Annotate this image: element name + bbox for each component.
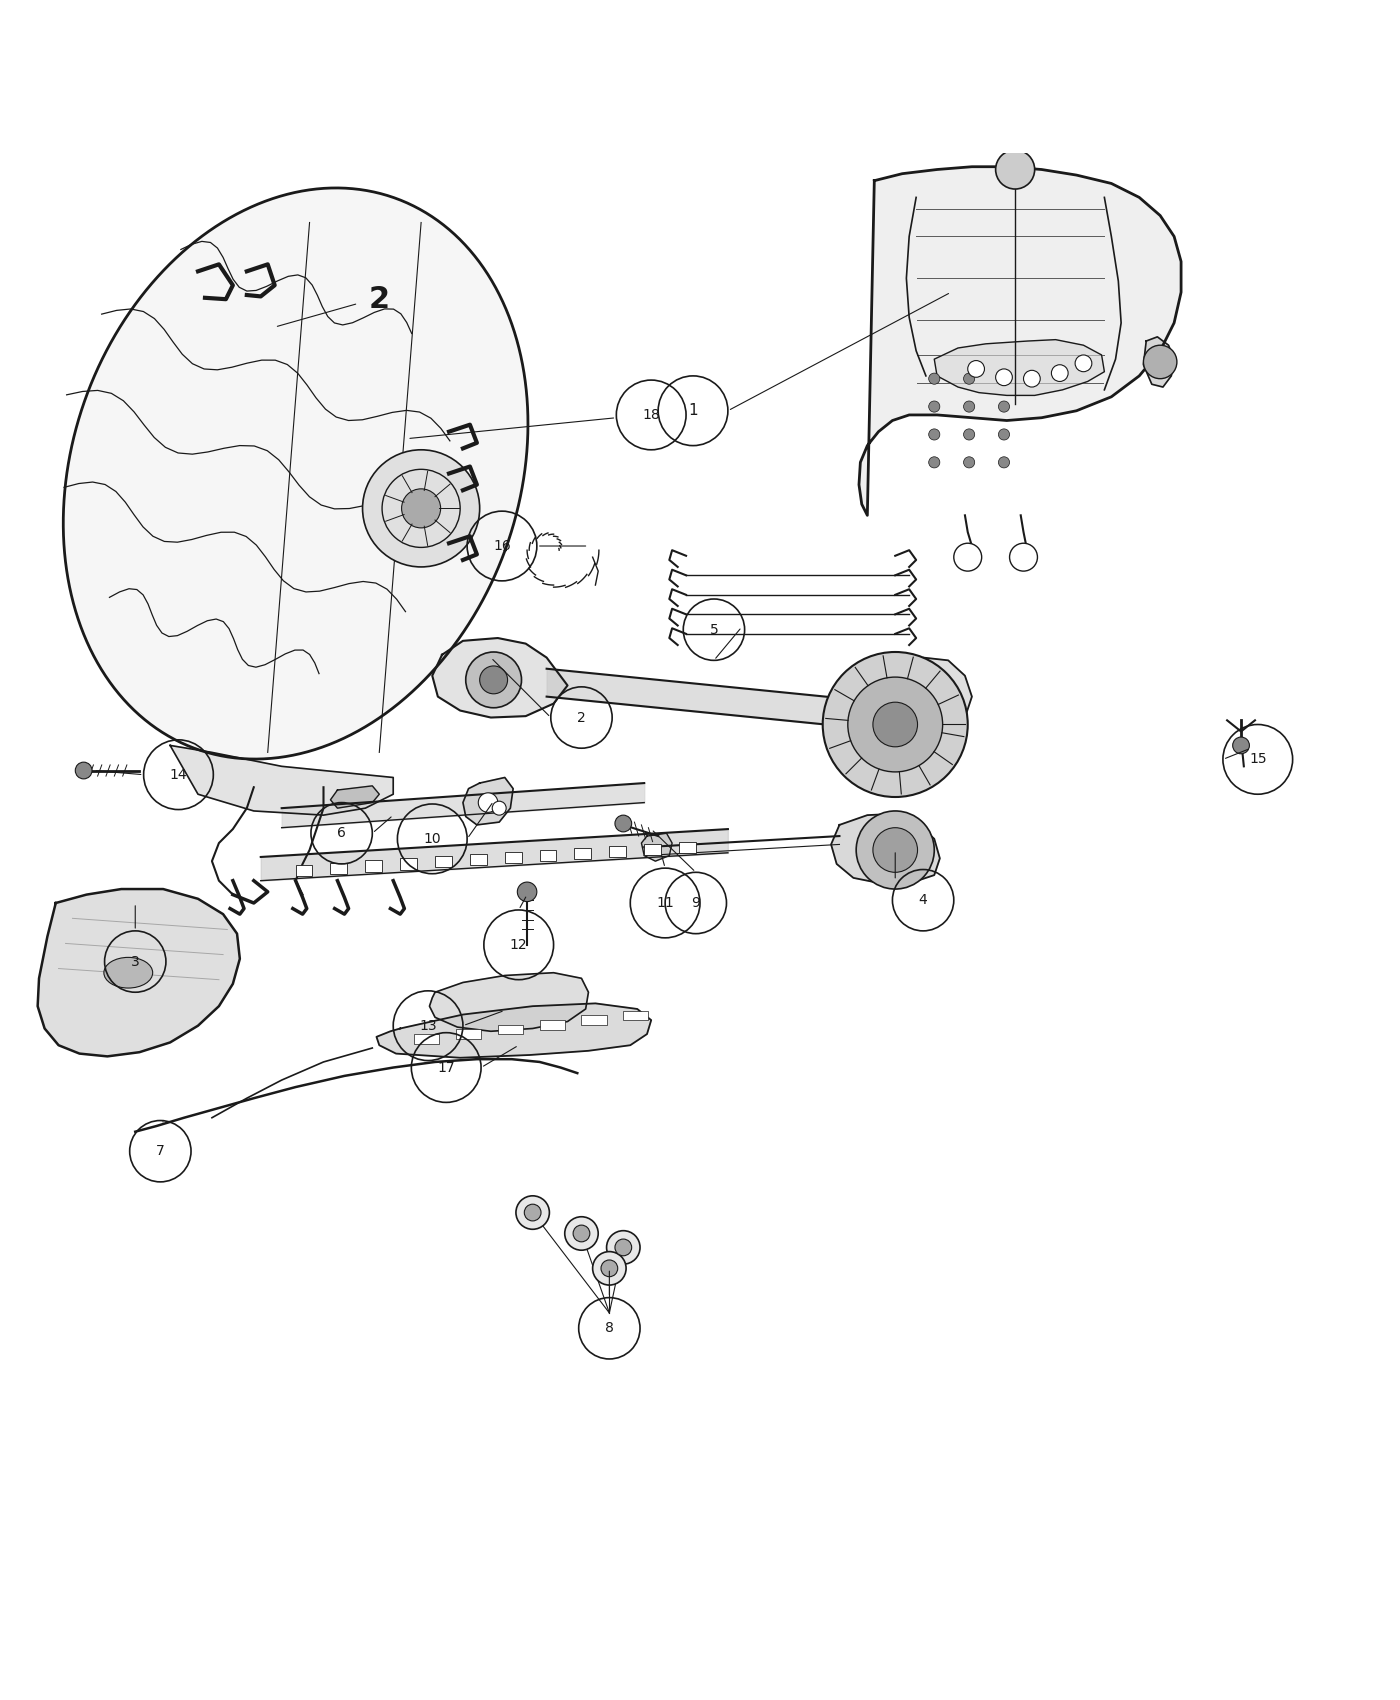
Bar	[498, 1025, 524, 1034]
Polygon shape	[463, 777, 514, 824]
Circle shape	[874, 828, 917, 872]
Bar	[295, 865, 312, 876]
Text: 5: 5	[710, 622, 718, 638]
Circle shape	[402, 490, 441, 529]
Polygon shape	[377, 1003, 651, 1057]
Circle shape	[857, 811, 934, 889]
Circle shape	[615, 814, 631, 831]
Text: 13: 13	[419, 1018, 437, 1032]
Text: 15: 15	[1249, 753, 1267, 767]
Polygon shape	[433, 638, 567, 717]
Bar	[365, 860, 382, 872]
Circle shape	[479, 792, 498, 813]
Bar	[623, 1012, 648, 1020]
Text: 7: 7	[155, 1144, 165, 1158]
Polygon shape	[1144, 337, 1175, 388]
Text: 8: 8	[605, 1321, 613, 1334]
Bar	[679, 842, 696, 853]
Circle shape	[928, 372, 939, 384]
Polygon shape	[875, 658, 972, 736]
Bar	[574, 848, 591, 858]
Circle shape	[363, 450, 480, 566]
Circle shape	[998, 401, 1009, 411]
Circle shape	[874, 702, 917, 746]
Circle shape	[1051, 366, 1068, 381]
Circle shape	[963, 372, 974, 384]
Circle shape	[601, 1260, 617, 1277]
Circle shape	[564, 1217, 598, 1250]
Circle shape	[928, 428, 939, 440]
Polygon shape	[63, 189, 528, 760]
Circle shape	[848, 677, 942, 772]
Text: 3: 3	[130, 955, 140, 969]
Circle shape	[517, 1195, 549, 1229]
Bar	[456, 1028, 482, 1039]
Bar	[400, 858, 417, 870]
Circle shape	[963, 457, 974, 468]
Circle shape	[573, 1226, 589, 1241]
Circle shape	[606, 1231, 640, 1265]
Circle shape	[995, 150, 1035, 189]
Text: 12: 12	[510, 938, 528, 952]
Circle shape	[518, 882, 536, 901]
Text: 16: 16	[493, 539, 511, 552]
Circle shape	[967, 360, 984, 377]
Polygon shape	[171, 745, 393, 814]
Polygon shape	[430, 972, 588, 1032]
Bar	[609, 847, 626, 857]
Ellipse shape	[104, 957, 153, 988]
Text: 14: 14	[169, 768, 188, 782]
Text: 10: 10	[423, 831, 441, 847]
Circle shape	[615, 1239, 631, 1256]
Circle shape	[466, 653, 522, 707]
Circle shape	[963, 401, 974, 411]
Polygon shape	[330, 785, 379, 808]
Text: 17: 17	[437, 1061, 455, 1074]
Circle shape	[823, 653, 967, 797]
Circle shape	[1009, 544, 1037, 571]
Circle shape	[1075, 355, 1092, 372]
Circle shape	[1232, 738, 1249, 753]
Bar	[414, 1034, 440, 1044]
Polygon shape	[641, 833, 672, 862]
Circle shape	[928, 401, 939, 411]
Bar	[644, 843, 661, 855]
Circle shape	[998, 428, 1009, 440]
Circle shape	[928, 457, 939, 468]
Circle shape	[1023, 371, 1040, 388]
Polygon shape	[832, 814, 939, 884]
Polygon shape	[934, 340, 1105, 396]
Circle shape	[998, 457, 1009, 468]
Polygon shape	[38, 889, 239, 1056]
Circle shape	[480, 666, 508, 694]
Circle shape	[953, 544, 981, 571]
Circle shape	[76, 762, 92, 779]
Circle shape	[524, 1204, 540, 1221]
Text: 9: 9	[692, 896, 700, 910]
Text: 2: 2	[577, 711, 585, 724]
Text: 4: 4	[918, 892, 927, 908]
Text: 2: 2	[368, 284, 389, 314]
Circle shape	[998, 372, 1009, 384]
Circle shape	[1144, 345, 1177, 379]
Bar	[539, 850, 556, 862]
Bar	[539, 1020, 564, 1030]
Circle shape	[592, 1251, 626, 1285]
Circle shape	[963, 428, 974, 440]
Bar	[505, 852, 522, 864]
Circle shape	[995, 369, 1012, 386]
Bar	[470, 853, 487, 865]
Text: 6: 6	[337, 826, 346, 840]
Bar	[581, 1015, 606, 1025]
Circle shape	[493, 801, 507, 814]
Text: 18: 18	[643, 408, 659, 422]
Text: 1: 1	[689, 403, 697, 418]
Text: 11: 11	[657, 896, 673, 910]
Polygon shape	[860, 167, 1182, 515]
Bar	[330, 862, 347, 874]
Bar	[435, 857, 452, 867]
